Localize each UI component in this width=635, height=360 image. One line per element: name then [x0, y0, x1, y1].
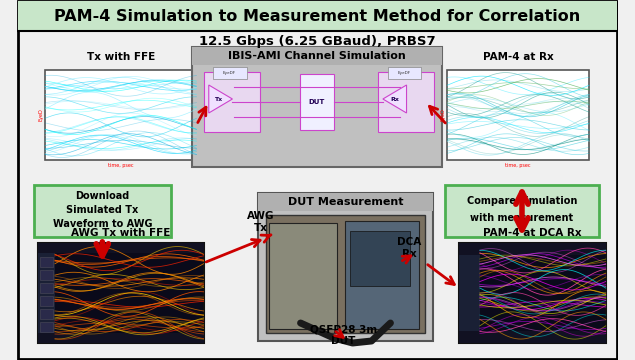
- Text: EyeD: EyeD: [38, 109, 43, 121]
- Text: PAM-4 at Rx: PAM-4 at Rx: [483, 52, 554, 62]
- Text: QSFP28 3m
DUT: QSFP28 3m DUT: [309, 324, 377, 346]
- Text: EyeD: EyeD: [440, 109, 445, 121]
- Bar: [192, 47, 443, 65]
- Bar: [300, 74, 333, 130]
- Text: Tx with FFE: Tx with FFE: [86, 52, 155, 62]
- Text: EyeDF: EyeDF: [223, 71, 236, 75]
- Text: DUT: DUT: [309, 99, 325, 105]
- Text: DCA
Rx: DCA Rx: [398, 237, 422, 259]
- Bar: [18, 1, 617, 31]
- Text: PAM-4 at DCA Rx: PAM-4 at DCA Rx: [483, 228, 582, 238]
- Bar: [387, 67, 421, 79]
- Text: time, psec: time, psec: [108, 163, 133, 168]
- Text: Simulated Tx: Simulated Tx: [66, 205, 138, 215]
- Text: IBIS-AMI Channel Simulation: IBIS-AMI Channel Simulation: [228, 51, 406, 61]
- Bar: [38, 243, 204, 343]
- Text: 12.5 Gbps (6.25 GBaud), PRBS7: 12.5 Gbps (6.25 GBaud), PRBS7: [199, 35, 436, 48]
- Bar: [40, 309, 53, 319]
- Bar: [40, 270, 53, 280]
- Text: time, psec: time, psec: [505, 163, 531, 168]
- Polygon shape: [383, 85, 406, 113]
- Bar: [269, 223, 337, 329]
- Bar: [258, 193, 433, 341]
- Bar: [213, 67, 246, 79]
- Text: AWG Tx with FFE: AWG Tx with FFE: [71, 228, 170, 238]
- Bar: [459, 243, 606, 343]
- Text: Rx: Rx: [391, 96, 399, 102]
- Bar: [258, 193, 433, 211]
- Bar: [459, 331, 606, 343]
- Text: Download: Download: [75, 191, 130, 201]
- Text: Tx: Tx: [214, 96, 222, 102]
- Bar: [38, 333, 204, 343]
- Text: Compare simulation: Compare simulation: [467, 196, 577, 206]
- Bar: [40, 322, 53, 332]
- Bar: [192, 47, 443, 167]
- Bar: [38, 243, 55, 343]
- Bar: [34, 185, 171, 237]
- Bar: [459, 243, 480, 343]
- Text: with measurement: with measurement: [471, 213, 573, 223]
- Bar: [447, 70, 589, 160]
- Bar: [378, 72, 434, 132]
- Bar: [40, 283, 53, 293]
- Polygon shape: [209, 85, 232, 113]
- Text: AWG
Tx: AWG Tx: [247, 211, 274, 233]
- Bar: [40, 257, 53, 267]
- Text: Waveform to AWG: Waveform to AWG: [53, 219, 152, 229]
- Bar: [204, 72, 260, 132]
- Bar: [45, 70, 196, 160]
- Text: DUT Measurement: DUT Measurement: [288, 197, 403, 207]
- Bar: [38, 243, 204, 253]
- Text: EyeDF: EyeDF: [397, 71, 410, 75]
- Bar: [459, 243, 606, 255]
- Bar: [345, 221, 419, 329]
- Text: PAM-4 Simulation to Measurement Method for Correlation: PAM-4 Simulation to Measurement Method f…: [55, 9, 581, 23]
- Bar: [265, 215, 425, 333]
- Bar: [350, 231, 410, 286]
- Bar: [40, 296, 53, 306]
- Bar: [445, 185, 599, 237]
